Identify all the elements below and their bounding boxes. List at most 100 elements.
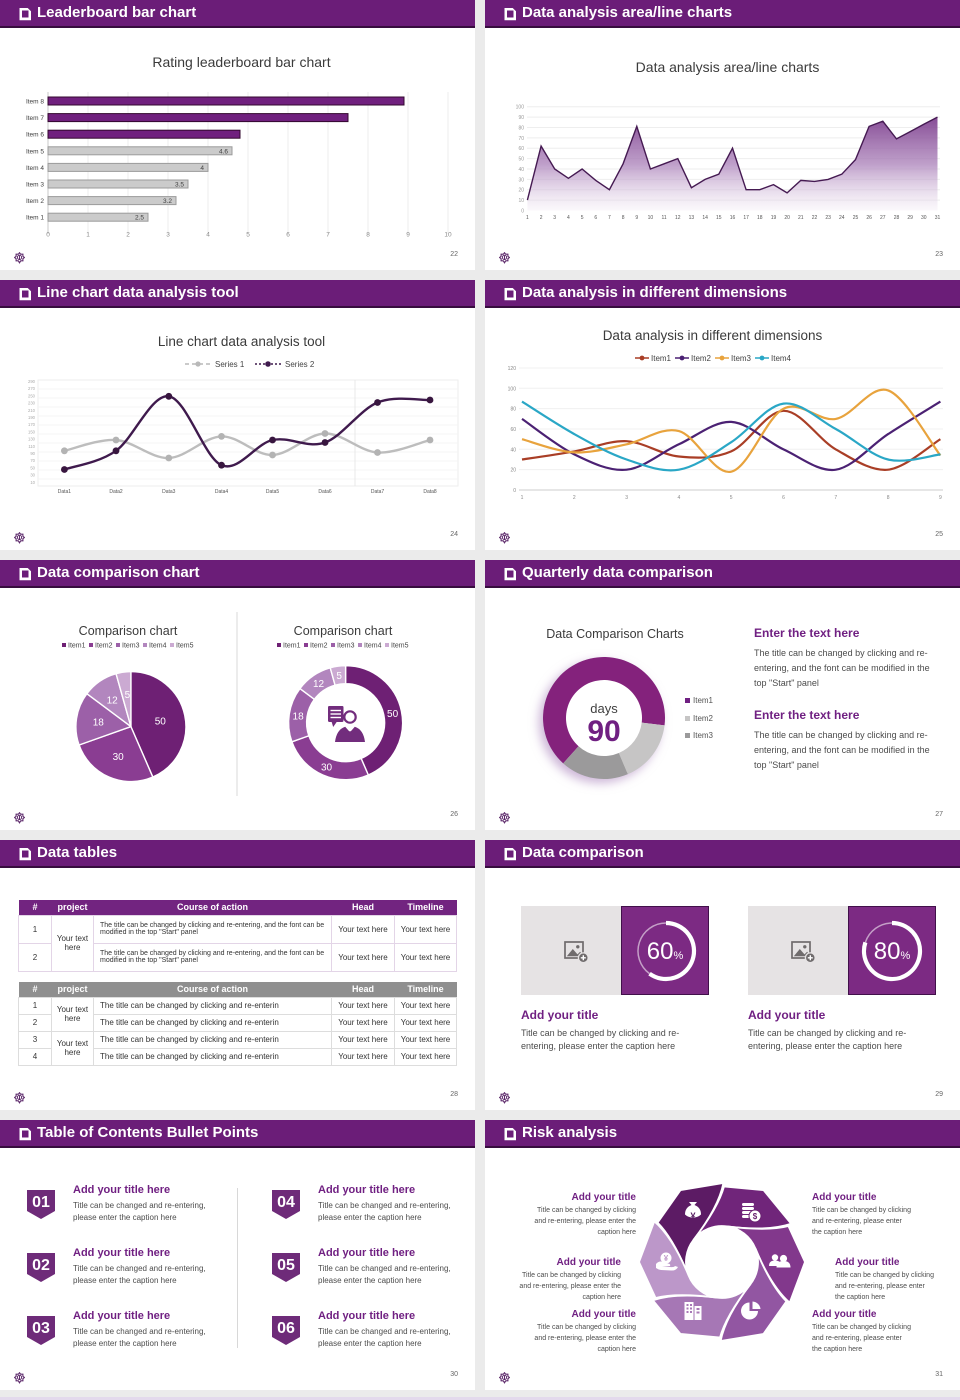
svg-text:20: 20 — [510, 468, 516, 474]
svg-text:$: $ — [753, 1212, 758, 1221]
svg-text:Data4: Data4 — [215, 489, 229, 495]
svg-text:Item3: Item3 — [731, 354, 752, 363]
svg-text:Item2: Item2 — [691, 354, 712, 363]
svg-text:19: 19 — [771, 215, 777, 221]
svg-text:40: 40 — [518, 167, 524, 173]
svg-text:30: 30 — [30, 473, 35, 478]
svg-text:Item2: Item2 — [693, 714, 714, 723]
svg-text:3: 3 — [553, 215, 556, 221]
svg-text:31: 31 — [935, 215, 941, 221]
svg-text:6: 6 — [782, 495, 785, 501]
svg-text:Item 6: Item 6 — [26, 132, 44, 139]
svg-text:6: 6 — [286, 232, 290, 239]
svg-text:05: 05 — [277, 1257, 295, 1274]
svg-text:Comparison chart: Comparison chart — [79, 624, 178, 638]
svg-text:¥: ¥ — [690, 1211, 695, 1221]
svg-text:21: 21 — [798, 215, 804, 221]
svg-text:Data8: Data8 — [423, 489, 437, 495]
svg-text:13: 13 — [689, 215, 695, 221]
svg-text:190: 190 — [28, 415, 36, 420]
svg-text:23: 23 — [825, 215, 831, 221]
svg-text:90: 90 — [30, 451, 35, 456]
svg-text:5: 5 — [246, 232, 250, 239]
svg-text:50: 50 — [30, 465, 35, 470]
svg-text:14: 14 — [702, 215, 708, 221]
svg-text:270: 270 — [28, 386, 36, 391]
svg-text:days: days — [590, 701, 618, 716]
svg-text:Item 2: Item 2 — [26, 198, 44, 205]
svg-text:30: 30 — [921, 215, 927, 221]
svg-text:29: 29 — [907, 215, 913, 221]
svg-text:4: 4 — [200, 165, 204, 172]
svg-text:18: 18 — [93, 718, 105, 729]
svg-text:20: 20 — [784, 215, 790, 221]
svg-text:4: 4 — [567, 215, 570, 221]
svg-text:Item1: Item1 — [693, 696, 714, 705]
svg-text:0: 0 — [521, 209, 524, 215]
svg-text:Comparison chart: Comparison chart — [294, 624, 393, 638]
svg-text:4: 4 — [678, 495, 681, 501]
svg-text:0: 0 — [46, 232, 50, 239]
svg-text:18: 18 — [293, 712, 305, 723]
svg-text:Data6: Data6 — [318, 489, 332, 495]
svg-text:50: 50 — [155, 717, 167, 728]
svg-text:2: 2 — [573, 495, 576, 501]
svg-text:Item 1: Item 1 — [26, 215, 44, 222]
svg-text:4: 4 — [206, 232, 210, 239]
svg-text:Item4: Item4 — [149, 643, 167, 650]
svg-text:03: 03 — [32, 1320, 50, 1337]
svg-text:Item2: Item2 — [310, 643, 328, 650]
svg-text:Data5: Data5 — [266, 489, 280, 495]
svg-text:8: 8 — [887, 495, 890, 501]
svg-text:100: 100 — [516, 105, 525, 111]
svg-text:8: 8 — [366, 232, 370, 239]
svg-text:Item 3: Item 3 — [26, 182, 44, 189]
svg-text:Item5: Item5 — [176, 643, 194, 650]
svg-text:7: 7 — [326, 232, 330, 239]
svg-text:28: 28 — [894, 215, 900, 221]
svg-text:30: 30 — [321, 763, 333, 774]
svg-text:9: 9 — [406, 232, 410, 239]
svg-text:01: 01 — [32, 1194, 50, 1211]
svg-text:Item 7: Item 7 — [26, 115, 44, 122]
svg-text:15: 15 — [716, 215, 722, 221]
svg-text:10: 10 — [518, 198, 524, 204]
svg-text:3: 3 — [625, 495, 628, 501]
svg-text:60: 60 — [518, 146, 524, 152]
svg-text:18: 18 — [757, 215, 763, 221]
svg-text:1: 1 — [86, 232, 90, 239]
svg-text:7: 7 — [834, 495, 837, 501]
svg-text:Item1: Item1 — [283, 643, 301, 650]
svg-text:130: 130 — [28, 437, 36, 442]
svg-text:250: 250 — [28, 393, 36, 398]
svg-text:70: 70 — [30, 458, 35, 463]
svg-text:150: 150 — [28, 429, 36, 434]
svg-text:Item4: Item4 — [364, 643, 382, 650]
svg-text:Data3: Data3 — [162, 489, 176, 495]
svg-text:Item1: Item1 — [651, 354, 672, 363]
svg-text:Item5: Item5 — [391, 643, 409, 650]
svg-text:06: 06 — [277, 1320, 295, 1337]
svg-text:60: 60 — [510, 427, 516, 433]
svg-text:30: 30 — [518, 177, 524, 183]
svg-text:Item2: Item2 — [95, 643, 113, 650]
svg-text:50: 50 — [387, 709, 399, 720]
svg-text:4.6: 4.6 — [219, 148, 228, 155]
svg-text:80: 80 — [518, 126, 524, 132]
svg-text:3.5: 3.5 — [175, 182, 184, 189]
svg-text:12: 12 — [675, 215, 681, 221]
svg-text:6: 6 — [594, 215, 597, 221]
svg-text:230: 230 — [28, 401, 36, 406]
svg-text:26: 26 — [866, 215, 872, 221]
svg-text:24: 24 — [839, 215, 845, 221]
svg-text:80: 80 — [510, 407, 516, 413]
svg-text:5: 5 — [125, 690, 131, 701]
svg-text:Item3: Item3 — [122, 643, 140, 650]
svg-text:Data2: Data2 — [109, 489, 123, 495]
svg-text:Item 5: Item 5 — [26, 148, 44, 155]
svg-text:Item1: Item1 — [68, 643, 86, 650]
svg-text:Item3: Item3 — [337, 643, 355, 650]
svg-text:Item 4: Item 4 — [26, 165, 44, 172]
svg-text:120: 120 — [508, 366, 517, 372]
svg-text:7: 7 — [608, 215, 611, 221]
